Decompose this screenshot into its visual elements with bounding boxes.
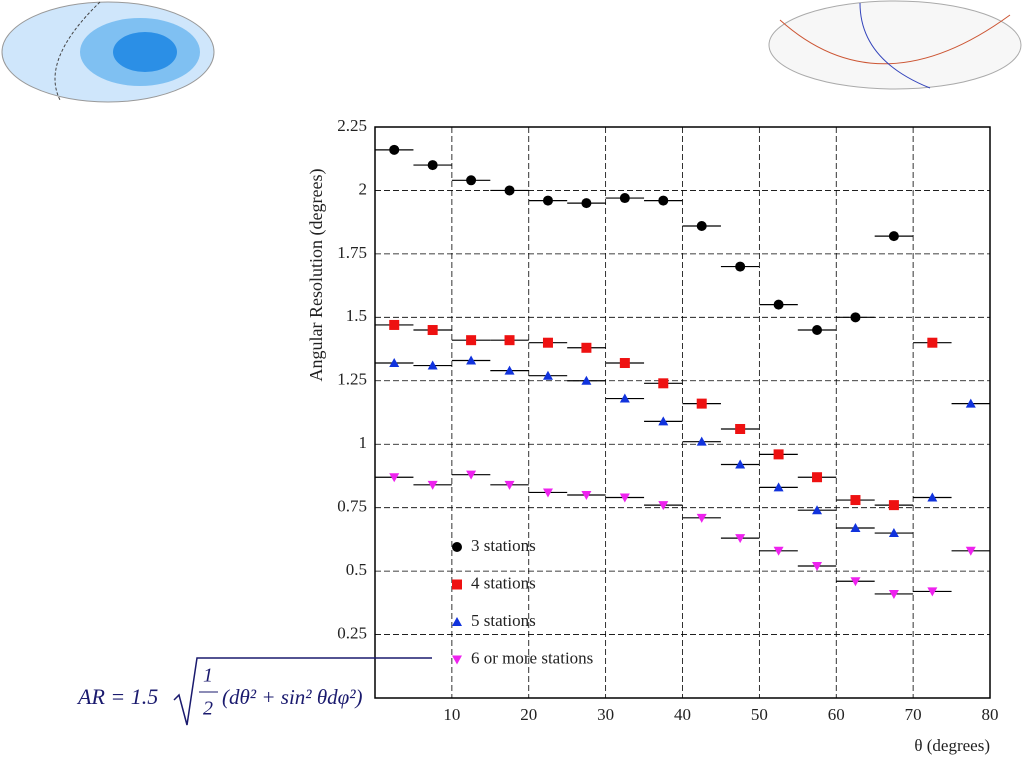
formula-lhs: AR = 1.5: [76, 684, 158, 709]
data-point: [773, 546, 784, 556]
data-point: [581, 198, 592, 209]
data-point: [658, 501, 669, 511]
data-point: [427, 480, 438, 490]
formula-numerator: 1: [203, 665, 213, 687]
data-point: [812, 505, 823, 515]
data-point: [927, 492, 938, 502]
y-tick-label: 0.5: [346, 560, 367, 579]
y-axis-label: Angular Resolution (degrees): [306, 169, 327, 382]
legend-label: 5 stations: [471, 611, 536, 630]
y-tick-label: 1.75: [337, 243, 367, 262]
x-axis-label: θ (degrees): [914, 736, 990, 755]
data-point: [466, 175, 477, 186]
data-point: [389, 319, 400, 330]
legend-label: 3 stations: [471, 536, 536, 555]
data-point: [888, 500, 899, 511]
x-tick-label: 80: [982, 705, 999, 724]
data-point: [965, 398, 976, 408]
legend-marker: [452, 542, 462, 552]
data-point: [812, 325, 823, 336]
data-point: [504, 335, 515, 346]
data-point: [619, 393, 630, 403]
data-point: [812, 562, 823, 572]
data-point: [850, 495, 861, 506]
data-point: [773, 299, 784, 310]
data-point: [927, 587, 938, 597]
data-point: [850, 522, 861, 532]
data-point: [466, 355, 477, 365]
data-point: [619, 493, 630, 503]
data-point: [389, 144, 400, 155]
data-point: [888, 231, 899, 242]
data-point: [658, 378, 669, 389]
data-point: [696, 436, 707, 446]
data-point: [735, 261, 746, 272]
data-point: [581, 375, 592, 385]
data-point: [773, 449, 784, 460]
legend-label: 4 stations: [471, 573, 536, 592]
data-point: [466, 335, 477, 346]
data-point: [927, 337, 938, 348]
data-point: [658, 195, 669, 206]
x-tick-label: 50: [751, 705, 768, 724]
data-point: [658, 416, 669, 426]
data-point: [581, 490, 592, 500]
data-point: [619, 193, 630, 204]
x-tick-label: 40: [674, 705, 691, 724]
y-tick-label: 2.25: [337, 116, 367, 135]
data-point: [466, 470, 477, 480]
formula-body: (dθ² + sin² θdφ²): [222, 685, 363, 709]
data-point: [542, 488, 553, 498]
x-tick-label: 60: [828, 705, 845, 724]
data-point: [389, 473, 400, 483]
data-point: [888, 589, 899, 599]
data-point: [427, 360, 438, 370]
sky-map-right: [768, 0, 1022, 90]
data-point: [850, 577, 861, 587]
y-tick-label: 1.25: [337, 370, 367, 389]
y-tick-label: 0.75: [337, 497, 367, 516]
data-point: [542, 370, 553, 380]
data-point: [581, 342, 592, 353]
formula: AR = 1.5 1 2 (dθ² + sin² θdφ²): [76, 657, 432, 726]
sky-map-left: [1, 1, 215, 103]
data-point: [735, 534, 746, 544]
formula-denominator: 2: [203, 698, 213, 720]
data-point: [850, 312, 861, 323]
data-point: [504, 365, 515, 375]
legend-marker: [452, 579, 462, 590]
legend-label: 6 or more stations: [471, 648, 593, 667]
x-tick-label: 70: [905, 705, 922, 724]
y-tick-label: 2: [359, 179, 368, 198]
data-point: [735, 423, 746, 434]
data-point: [812, 472, 823, 483]
data-point: [696, 220, 707, 231]
data-point: [504, 185, 515, 196]
legend-marker: [452, 655, 462, 665]
data-point: [389, 358, 400, 368]
x-tick-label: 30: [597, 705, 614, 724]
data-point: [542, 195, 553, 206]
data-point: [696, 513, 707, 523]
data-point: [542, 337, 553, 348]
data-point: [427, 160, 438, 171]
x-tick-label: 10: [443, 705, 460, 724]
data-point: [504, 480, 515, 490]
data-point: [619, 358, 630, 369]
y-tick-label: 1: [359, 433, 368, 452]
data-point: [696, 398, 707, 409]
y-tick-label: 1.5: [346, 306, 367, 325]
data-point: [888, 528, 899, 538]
data-point: [965, 546, 976, 556]
x-tick-label: 20: [520, 705, 537, 724]
data-point: [735, 459, 746, 469]
data-point: [427, 325, 438, 336]
data-point: [773, 482, 784, 492]
legend-marker: [452, 617, 462, 626]
y-tick-label: 0.25: [337, 623, 367, 642]
